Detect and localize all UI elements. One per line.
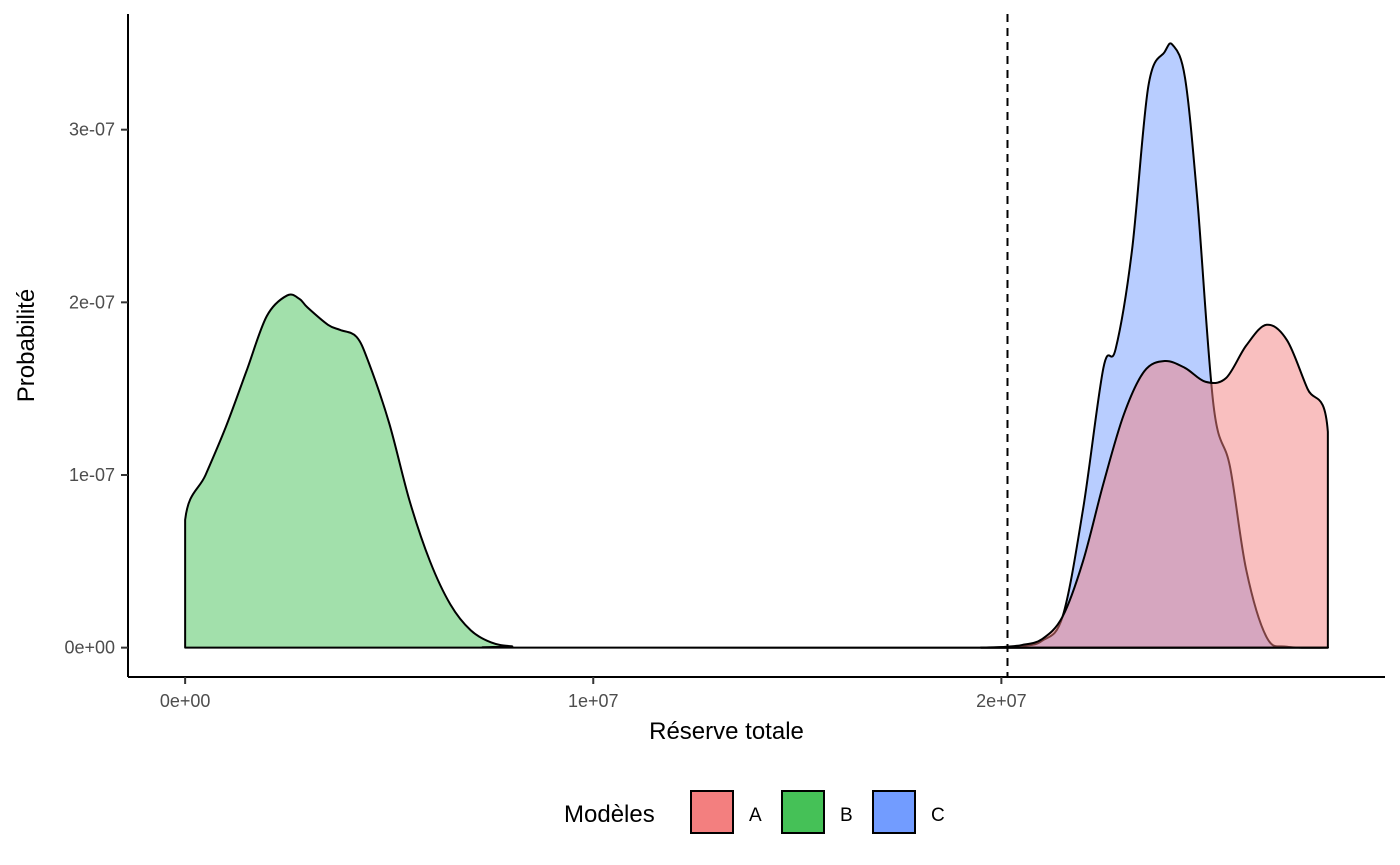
y-tick-label: 2e-07 <box>69 292 115 312</box>
legend-key-a <box>690 790 734 834</box>
legend-label-a: A <box>749 805 762 826</box>
y-axis-title: Probabilité <box>13 289 40 402</box>
legend-label-c: C <box>931 805 945 826</box>
legend: Modèles A B C <box>564 790 945 834</box>
x-tick-label: 1e+07 <box>568 691 619 711</box>
x-axis-title: Réserve totale <box>649 718 804 745</box>
x-tick-label: 2e+07 <box>976 691 1027 711</box>
y-tick-label: 1e-07 <box>69 465 115 485</box>
x-axis-ticks: 0e+00 1e+07 2e+07 <box>160 677 1027 711</box>
legend-label-b: B <box>840 805 853 826</box>
legend-key-b <box>781 790 825 834</box>
density-area-b <box>184 293 1329 649</box>
y-tick-label: 3e-07 <box>69 120 115 140</box>
legend-title: Modèles <box>564 801 655 828</box>
density-area-a <box>979 323 1329 649</box>
y-tick-label: 0e+00 <box>64 638 115 658</box>
density-areas <box>184 42 1329 649</box>
y-axis-ticks: 0e+00 1e-07 2e-07 3e-07 <box>64 120 128 658</box>
x-tick-label: 0e+00 <box>160 691 211 711</box>
legend-items: A B C <box>690 790 945 834</box>
legend-key-c <box>872 790 916 834</box>
